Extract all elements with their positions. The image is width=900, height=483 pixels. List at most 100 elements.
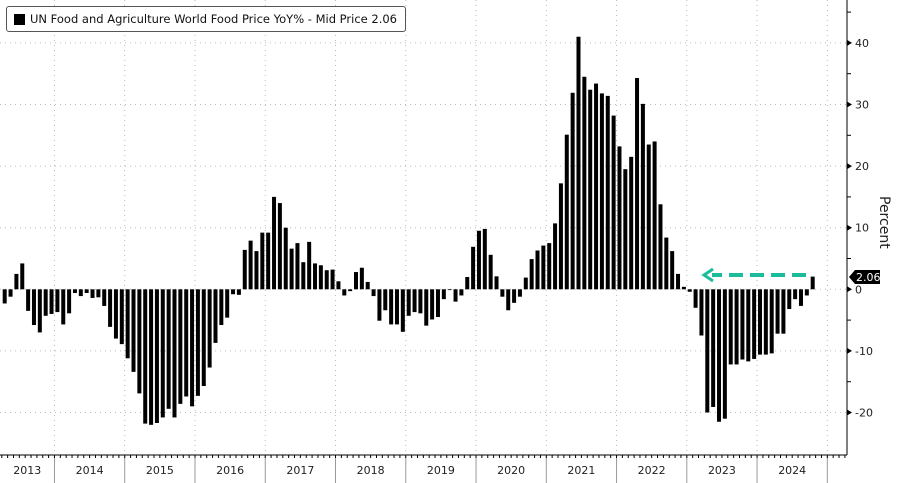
bar bbox=[166, 289, 171, 409]
bar bbox=[588, 89, 593, 290]
bar bbox=[283, 227, 288, 290]
bar bbox=[465, 276, 470, 290]
x-tick-label: 2013 bbox=[13, 464, 41, 477]
bar bbox=[441, 289, 446, 300]
x-tick-label: 2014 bbox=[76, 464, 104, 477]
bar bbox=[658, 204, 663, 290]
bar bbox=[775, 289, 780, 334]
bar bbox=[447, 289, 452, 291]
y-axis-label: Percent bbox=[876, 196, 892, 249]
x-tick-label: 2017 bbox=[286, 464, 314, 477]
bar bbox=[652, 141, 657, 290]
y-tick-label: 20 bbox=[855, 160, 869, 173]
bar bbox=[108, 289, 113, 327]
bar bbox=[500, 289, 505, 297]
bar bbox=[412, 289, 417, 313]
bar bbox=[424, 289, 429, 326]
x-tick-label: 2022 bbox=[638, 464, 666, 477]
bar bbox=[31, 289, 36, 326]
bar bbox=[383, 289, 388, 311]
bar bbox=[594, 83, 599, 290]
y-tick-label: -20 bbox=[855, 407, 873, 420]
bar bbox=[529, 259, 534, 290]
bar bbox=[49, 289, 54, 314]
bar bbox=[757, 289, 762, 355]
bar bbox=[277, 203, 282, 290]
bar bbox=[664, 237, 669, 290]
bar bbox=[359, 267, 364, 290]
bar bbox=[646, 144, 651, 290]
bar bbox=[26, 289, 31, 311]
bar bbox=[219, 289, 224, 326]
bar bbox=[313, 263, 318, 290]
bar bbox=[102, 289, 107, 306]
bar bbox=[96, 289, 101, 298]
y-tick bbox=[847, 224, 852, 231]
bar bbox=[371, 289, 376, 297]
bar bbox=[78, 289, 83, 297]
bar bbox=[453, 289, 458, 302]
bar bbox=[576, 36, 581, 290]
bar bbox=[482, 228, 487, 290]
bar bbox=[354, 272, 358, 290]
bar bbox=[324, 270, 329, 290]
bar bbox=[804, 289, 809, 296]
bar bbox=[336, 281, 341, 290]
bar bbox=[154, 289, 159, 423]
bar bbox=[611, 115, 616, 290]
bar bbox=[687, 289, 692, 292]
bar bbox=[787, 289, 792, 310]
bar bbox=[389, 289, 394, 325]
bar bbox=[137, 289, 142, 394]
y-axis: -20 -10 0 10 20 30 40 bbox=[846, 0, 873, 455]
bar bbox=[564, 134, 569, 290]
bar bbox=[670, 251, 675, 290]
annotations: 2.06 Percent bbox=[701, 196, 892, 284]
bar bbox=[717, 289, 722, 422]
bar bbox=[43, 289, 48, 316]
bar bbox=[307, 241, 312, 290]
bar bbox=[301, 262, 306, 290]
bar bbox=[763, 289, 768, 355]
bar bbox=[605, 95, 610, 290]
legend-swatch bbox=[14, 13, 25, 25]
bar bbox=[793, 289, 798, 300]
bar bbox=[676, 273, 681, 290]
bar bbox=[143, 289, 148, 424]
bar bbox=[213, 289, 218, 343]
bar bbox=[149, 289, 154, 425]
bar bbox=[459, 289, 464, 296]
bar bbox=[734, 289, 739, 365]
x-tick-label: 2021 bbox=[567, 464, 595, 477]
bar bbox=[14, 273, 19, 290]
x-tick-label: 2023 bbox=[708, 464, 736, 477]
bar bbox=[488, 254, 493, 290]
bars bbox=[2, 36, 815, 425]
bar bbox=[810, 276, 815, 290]
bar bbox=[430, 289, 435, 320]
y-tick-label: -10 bbox=[855, 345, 873, 358]
bar bbox=[711, 289, 716, 407]
x-tick-label: 2020 bbox=[497, 464, 525, 477]
bar bbox=[119, 289, 124, 345]
bar bbox=[236, 289, 241, 295]
x-tick-label: 2016 bbox=[216, 464, 244, 477]
bar bbox=[172, 289, 177, 418]
bar bbox=[67, 289, 72, 314]
bar bbox=[55, 289, 60, 313]
bar bbox=[752, 289, 757, 359]
bar bbox=[231, 289, 236, 295]
bar bbox=[740, 289, 745, 360]
bar bbox=[705, 289, 710, 413]
bar bbox=[289, 248, 294, 290]
arrow-icon bbox=[701, 267, 806, 283]
bar bbox=[178, 289, 183, 404]
bar bbox=[635, 78, 640, 290]
y-tick bbox=[847, 163, 852, 170]
y-tick bbox=[847, 347, 852, 354]
x-tick-label: 2015 bbox=[146, 464, 174, 477]
x-tick-label: 2018 bbox=[357, 464, 385, 477]
bar bbox=[190, 289, 195, 407]
bar bbox=[225, 289, 230, 318]
